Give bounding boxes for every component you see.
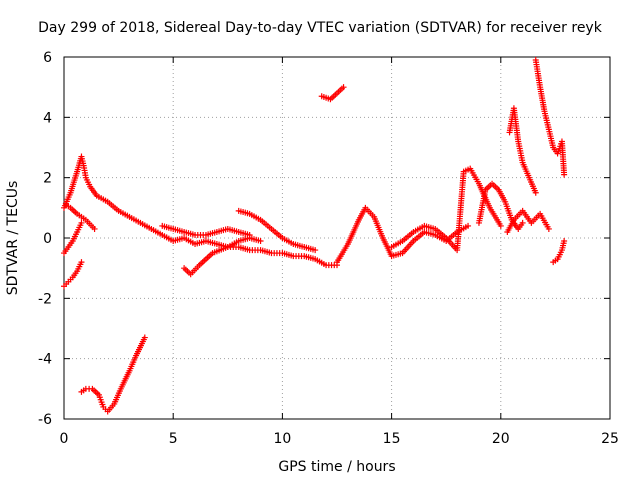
x-tick-label: 15 [383,431,401,447]
data-point [141,334,148,341]
series-arc-6 [181,235,264,278]
data-point [465,222,472,229]
x-tick-label: 20 [492,431,510,447]
series-arc-15 [504,207,552,235]
grid-lines [64,57,610,419]
y-tick-label: 4 [43,110,52,126]
series-arc-4 [63,201,98,232]
series-arc-7 [159,222,253,238]
series-arc-16 [550,238,568,266]
series-arc-2 [61,219,85,257]
data-point [561,238,568,245]
y-tick-label: 2 [43,171,52,187]
y-tick-label: -6 [38,412,52,428]
data-point [532,189,539,196]
series-arc-9 [318,84,347,103]
x-tick-label: 10 [273,431,291,447]
data-point [257,238,264,245]
data-point [246,231,253,238]
data-point [519,219,526,226]
data-point [497,222,504,229]
x-tick-label: 25 [601,431,619,447]
data-point [78,259,85,266]
axis-ticks: 0 5 10 15 20 25 -6 -4 -2 0 2 4 6 [38,50,619,447]
y-tick-label: -4 [38,352,52,368]
series-arc-10 [334,204,472,266]
x-tick-label: 0 [60,431,69,447]
series-arc-14 [532,57,568,178]
data-point [78,219,85,226]
x-tick-label: 5 [169,431,178,447]
series-arc-3 [61,259,85,290]
y-tick-label: 0 [43,231,52,247]
series-arc-1 [61,153,340,269]
data-point [91,225,98,232]
data-point [545,225,552,232]
data-point [561,171,568,178]
y-tick-label: 6 [43,50,52,66]
x-axis-label: GPS time / hours [278,459,395,475]
chart-title: Day 299 of 2018, Sidereal Day-to-day VTE… [38,20,603,36]
data-point [340,84,347,91]
series-arc-5 [78,334,148,415]
y-axis-label: SDTVAR / TECUs [5,181,21,296]
data-point [312,247,319,254]
y-tick-label: -2 [38,291,52,307]
series-arc-11 [388,165,504,254]
series-arc-13 [506,105,539,196]
series-arc-8 [235,207,319,254]
data-marks [61,57,568,415]
